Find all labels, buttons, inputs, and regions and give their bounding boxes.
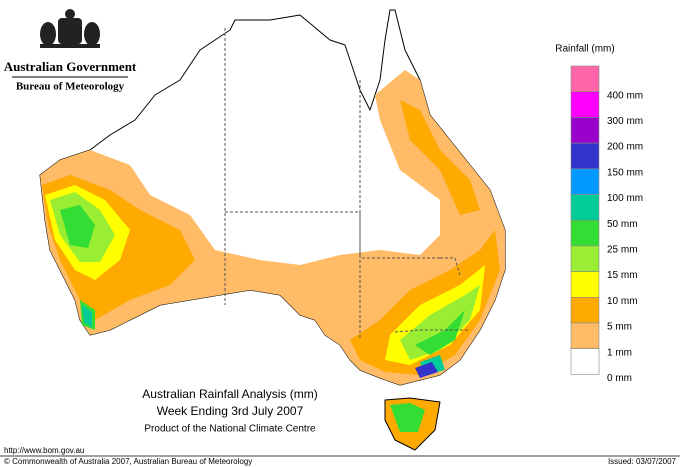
legend-swatch <box>570 65 600 93</box>
legend-label: 10 mm <box>607 296 638 307</box>
map-title: Australian Rainfall Analysis (mm) <box>142 387 317 401</box>
legend: 400 mm 300 mm 200 mm 150 mm 100 mm 50 mm 25 mm… <box>570 65 643 384</box>
legend-title: Rainfall (mm) <box>555 44 614 55</box>
footer-issued: Issued: 03/07/2007 <box>608 457 677 466</box>
legend-swatch <box>570 168 600 195</box>
legend-swatch <box>570 142 600 170</box>
map-note: Product of the National Climate Centre <box>144 424 316 435</box>
footer-copyright: © Commonwealth of Australia 2007, Austra… <box>4 457 252 466</box>
legend-swatch <box>570 296 600 324</box>
tasmania-rain <box>390 403 425 432</box>
legend-swatch <box>570 194 600 221</box>
legend-label: 150 mm <box>607 167 643 178</box>
rain-1mm <box>40 70 505 385</box>
legend-label: 300 mm <box>607 116 643 127</box>
government-name: Australian Government <box>4 59 137 74</box>
legend-label: 25 mm <box>607 245 638 256</box>
legend-label: 50 mm <box>607 219 638 230</box>
rain-100mm <box>415 362 438 378</box>
footer-url[interactable]: http://www.bom.gov.au <box>4 446 84 455</box>
rain-5mm <box>42 100 500 375</box>
crest <box>40 9 100 48</box>
legend-swatch <box>570 219 600 247</box>
legend-label: 5 mm <box>607 322 632 333</box>
map-subtitle: Week Ending 3rd July 2007 <box>157 404 304 418</box>
legend-label: 1 mm <box>607 347 632 358</box>
legend-swatch <box>570 245 600 272</box>
state-borders <box>224 28 470 340</box>
legend-label: 15 mm <box>607 270 638 281</box>
legend-swatch <box>570 348 600 375</box>
legend-swatch <box>570 322 600 350</box>
legend-swatch <box>570 91 600 118</box>
legend-label: 400 mm <box>607 90 643 101</box>
legend-label: 0 mm <box>607 373 632 384</box>
map <box>39 9 506 451</box>
agency-name: Bureau of Meteorology <box>16 81 125 93</box>
legend-swatch <box>570 271 600 298</box>
legend-swatch <box>570 117 600 144</box>
legend-label: 100 mm <box>607 193 643 204</box>
legend-label: 200 mm <box>607 142 643 153</box>
